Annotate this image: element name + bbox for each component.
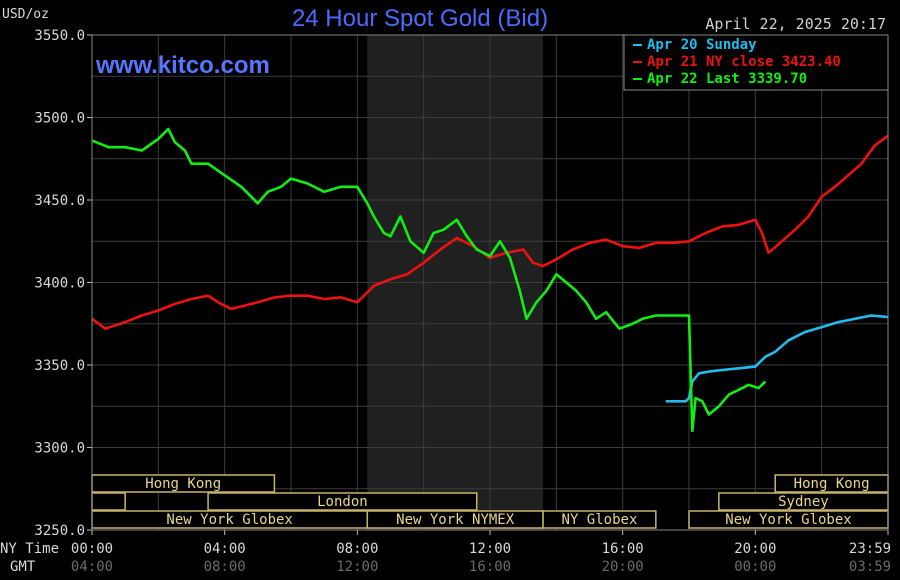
plot-border [91, 34, 889, 531]
y-tick-label: 3250.0 [34, 523, 85, 539]
session-label: Hong Kong [145, 476, 221, 492]
series-line-1 [91, 134, 889, 331]
session-label: Sydney [778, 494, 829, 510]
legend-entry: Apr 22 Last 3339.70 [647, 71, 807, 87]
x-tick-label-ny: 16:00 [602, 541, 644, 557]
session-label: London [317, 494, 368, 510]
x-tick-label-gmt: 12:00 [336, 559, 378, 575]
x-tick-label-gmt: 03:59 [849, 559, 891, 575]
y-tick-label: 3350.0 [34, 358, 85, 374]
y-tick-label: 3450.0 [34, 193, 85, 209]
timestamp: April 22, 2025 20:17 [705, 15, 886, 33]
ny-time-label: NY Time [0, 541, 59, 557]
x-tick-label-gmt: 20:00 [602, 559, 644, 575]
x-tick-label-ny: 12:00 [469, 541, 511, 557]
x-tick-label-gmt: 16:00 [469, 559, 511, 575]
x-tick-label-ny: 00:00 [71, 541, 113, 557]
session-label: Hong Kong [794, 476, 870, 492]
x-tick-label-gmt: 00:00 [734, 559, 776, 575]
x-tick-label-gmt: 04:00 [71, 559, 113, 575]
series-line-2 [91, 127, 767, 433]
session-box [542, 510, 657, 529]
y-axis-unit: USD/oz [2, 7, 49, 22]
legend-entry: Apr 20 Sunday [647, 37, 757, 53]
session-label: NY Globex [562, 512, 638, 528]
chart-title: 24 Hour Spot Gold (Bid) [292, 5, 548, 32]
y-tick-label: 3500.0 [34, 111, 85, 127]
y-tick-label: 3550.0 [34, 28, 85, 44]
y-tick-label: 3300.0 [34, 441, 85, 457]
session-label: New York NYMEX [396, 512, 515, 528]
gmt-label: GMT [10, 559, 36, 575]
legend-entry: Apr 21 NY close 3423.40 [647, 54, 841, 70]
session-box [91, 492, 126, 511]
x-tick-label-ny: 08:00 [336, 541, 378, 557]
session-label: New York Globex [725, 512, 851, 528]
session-label: New York Globex [166, 512, 292, 528]
x-tick-label-gmt: 08:00 [204, 559, 246, 575]
x-tick-label-ny: 23:59 [849, 541, 891, 557]
x-tick-label-ny: 04:00 [204, 541, 246, 557]
session-box [207, 492, 478, 511]
x-tick-label-ny: 20:00 [734, 541, 776, 557]
y-tick-label: 3400.0 [34, 276, 85, 292]
kitco-watermark[interactable]: www.kitco.com [95, 52, 270, 79]
